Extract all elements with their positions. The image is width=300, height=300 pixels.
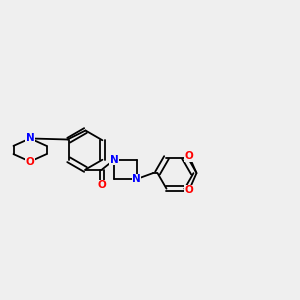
Text: N: N: [132, 174, 141, 184]
Text: O: O: [184, 151, 194, 161]
Text: O: O: [184, 185, 194, 195]
Text: N: N: [26, 134, 34, 143]
Text: O: O: [26, 157, 34, 166]
Text: O: O: [98, 180, 106, 190]
Text: N: N: [110, 155, 118, 165]
